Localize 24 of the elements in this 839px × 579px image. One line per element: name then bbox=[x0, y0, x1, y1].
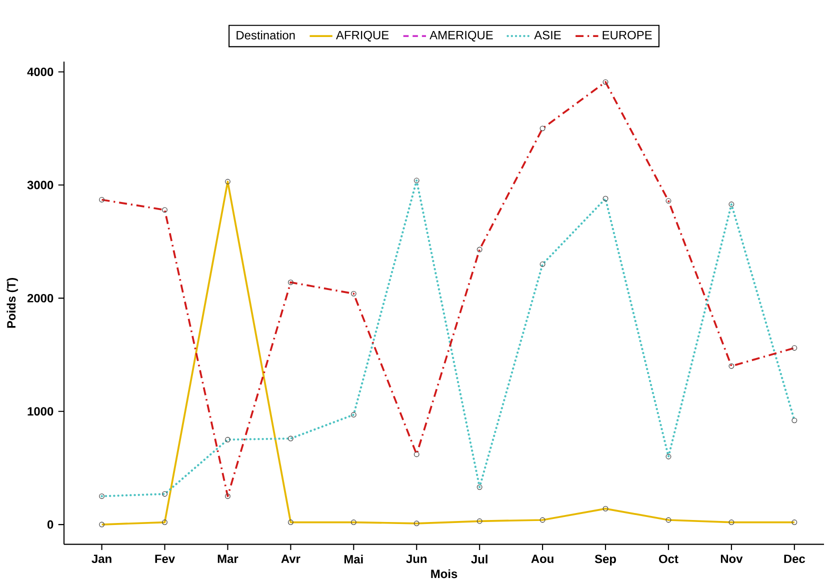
y-tick-label: 1000 bbox=[28, 407, 54, 416]
y-tick-label: 3000 bbox=[27, 180, 54, 190]
x-tick-label: Nov bbox=[720, 554, 743, 564]
x-tick-label: Mar bbox=[218, 554, 238, 564]
x-tick-label: Sep bbox=[594, 554, 616, 566]
x-tick-label: Oct bbox=[659, 554, 678, 564]
legend-label: AMERIQUE bbox=[430, 30, 493, 42]
legend-label: AFRIQUE bbox=[336, 30, 389, 42]
x-tick-label: Jul bbox=[471, 554, 488, 564]
y-tick-label: 4000 bbox=[27, 68, 54, 76]
y-tick-label: 0 bbox=[47, 520, 54, 529]
y-tick-label: 2000 bbox=[27, 294, 54, 302]
x-tick-label: Jun bbox=[406, 554, 426, 564]
legend-label: EUROPE bbox=[602, 30, 652, 40]
legend-label: ASIE bbox=[534, 30, 561, 40]
x-tick-label: Mai bbox=[344, 554, 363, 564]
x-tick-label: Fev bbox=[155, 554, 176, 564]
legend-title: Destination bbox=[236, 30, 295, 40]
x-tick-label: Jan bbox=[92, 554, 112, 564]
x-tick-label: Aou bbox=[531, 554, 554, 564]
x-tick-label: Avr bbox=[281, 554, 300, 563]
x-tick-label: Dec bbox=[784, 554, 806, 564]
x-axis-title: Mois bbox=[431, 569, 458, 578]
y-axis-title: Poids (T) bbox=[6, 278, 18, 328]
